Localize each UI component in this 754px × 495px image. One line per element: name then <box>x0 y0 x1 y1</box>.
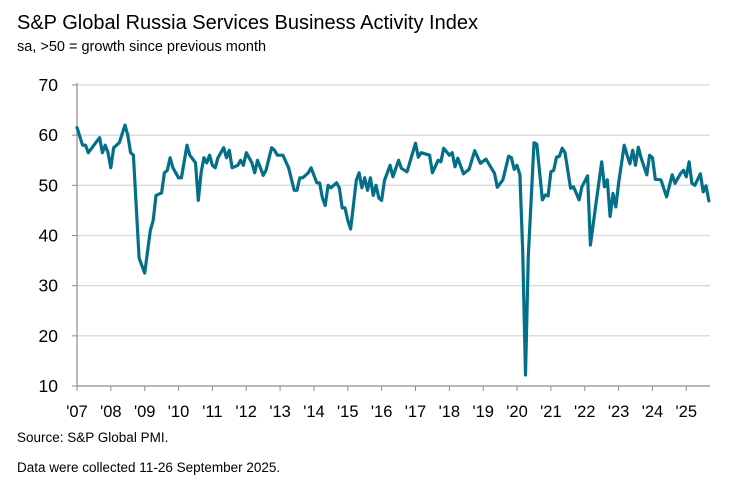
y-tick-label: 30 <box>39 276 59 296</box>
x-tick-label: '09 <box>134 403 156 421</box>
x-tick-label: '10 <box>168 403 190 421</box>
x-tick-label: '24 <box>642 403 664 421</box>
x-tick-label: '22 <box>574 403 596 421</box>
y-tick-label: 20 <box>39 326 59 346</box>
x-tick-label: '20 <box>506 403 528 421</box>
x-tick-label: '13 <box>269 403 291 421</box>
y-tick-label: 10 <box>39 376 59 396</box>
source-note: Source: S&P Global PMI. <box>17 430 169 445</box>
x-tick-label: '18 <box>439 403 461 421</box>
y-tick-label: 40 <box>39 226 59 246</box>
x-tick-label: '21 <box>540 403 562 421</box>
x-axis: '07 '08 '09 '10 '11 '12 '13 '14 '15 '16 '17 '18 '19 '… <box>66 385 710 421</box>
x-tick-label: '23 <box>608 403 630 421</box>
x-tick-label: '11 <box>202 403 222 421</box>
gridlines <box>77 84 710 337</box>
y-tick-label: 50 <box>39 175 59 195</box>
x-tick-label: '17 <box>405 403 427 421</box>
series-layer <box>75 123 711 377</box>
collection-note: Data were collected 11-26 September 2025… <box>17 460 281 475</box>
x-tick-label: '16 <box>371 403 393 421</box>
y-tick-label: 60 <box>39 125 59 145</box>
x-tick-label: '19 <box>472 403 494 421</box>
y-axis: 10 20 30 40 50 60 70 <box>39 75 78 396</box>
x-tick-label: '08 <box>100 403 122 421</box>
x-tick-label: '14 <box>303 403 325 421</box>
chart-subtitle: sa, >50 = growth since previous month <box>17 39 267 55</box>
y-tick-label: 70 <box>39 75 59 95</box>
x-tick-label: '15 <box>337 403 359 421</box>
x-tick-label: '12 <box>235 403 257 421</box>
chart-title: S&P Global Russia Services Business Acti… <box>17 12 478 34</box>
series-line <box>75 123 711 377</box>
x-tick-label: '25 <box>676 403 698 421</box>
x-tick-label: '07 <box>66 403 88 421</box>
